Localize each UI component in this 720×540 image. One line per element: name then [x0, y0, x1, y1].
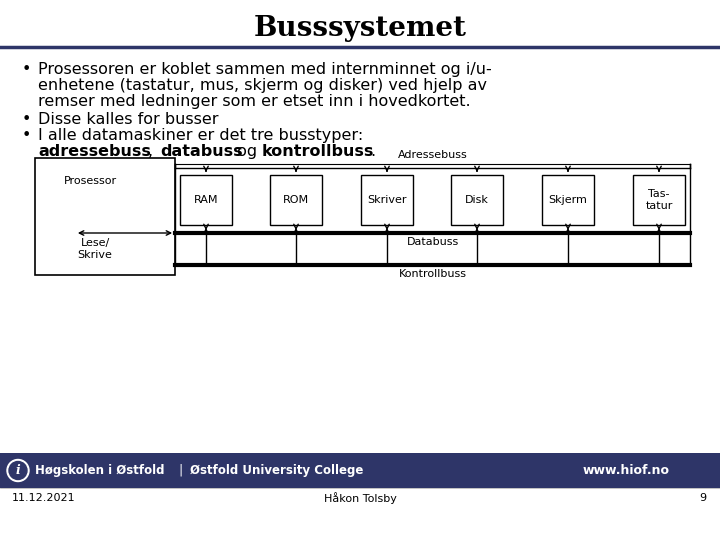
Circle shape — [9, 462, 27, 480]
Text: i: i — [16, 464, 20, 477]
Text: Disse kalles for busser: Disse kalles for busser — [38, 112, 218, 127]
Text: enhetene (tastatur, mus, skjerm og disker) ved hjelp av: enhetene (tastatur, mus, skjerm og diske… — [38, 78, 487, 93]
Bar — [35, 158, 175, 275]
Text: Busssystemet: Busssystemet — [253, 15, 467, 42]
Text: ,: , — [148, 144, 158, 159]
Text: databuss: databuss — [160, 144, 243, 159]
Text: Østfold University College: Østfold University College — [190, 464, 364, 477]
Text: og: og — [232, 144, 262, 159]
Text: Databuss: Databuss — [406, 237, 459, 247]
Text: adressebuss: adressebuss — [38, 144, 151, 159]
Bar — [633, 175, 685, 225]
Text: Prosessor: Prosessor — [63, 176, 117, 186]
Text: .: . — [370, 144, 375, 159]
Bar — [180, 175, 232, 225]
Text: Kontrollbuss: Kontrollbuss — [398, 269, 467, 279]
Bar — [0, 453, 720, 488]
Bar — [451, 175, 503, 225]
Text: Prosessoren er koblet sammen med internminnet og i/u-: Prosessoren er koblet sammen med internm… — [38, 62, 492, 77]
Text: Skriver: Skriver — [367, 195, 407, 205]
Text: Høgskolen i Østfold: Høgskolen i Østfold — [35, 464, 164, 477]
Text: 9: 9 — [699, 493, 706, 503]
Text: Disk: Disk — [465, 195, 489, 205]
Bar — [542, 175, 594, 225]
Text: ROM: ROM — [283, 195, 309, 205]
Text: www.hiof.no: www.hiof.no — [583, 464, 670, 477]
Text: Skjerm: Skjerm — [549, 195, 588, 205]
Text: I alle datamaskiner er det tre busstyper:: I alle datamaskiner er det tre busstyper… — [38, 128, 364, 143]
Bar — [361, 175, 413, 225]
Text: RAM: RAM — [194, 195, 218, 205]
Text: Tas-
tatur: Tas- tatur — [645, 189, 672, 211]
Text: 11.12.2021: 11.12.2021 — [12, 493, 76, 503]
Text: Lese/
Skrive: Lese/ Skrive — [78, 238, 112, 260]
Bar — [270, 175, 322, 225]
Text: Håkon Tolsby: Håkon Tolsby — [323, 492, 397, 504]
Text: kontrollbuss: kontrollbuss — [262, 144, 374, 159]
Text: •: • — [22, 62, 32, 77]
Text: Adressebuss: Adressebuss — [397, 150, 467, 160]
Text: •: • — [22, 128, 32, 143]
Text: remser med ledninger som er etset inn i hovedkortet.: remser med ledninger som er etset inn i … — [38, 94, 471, 109]
Circle shape — [7, 460, 29, 482]
Text: •: • — [22, 112, 32, 127]
Text: |: | — [178, 464, 182, 477]
